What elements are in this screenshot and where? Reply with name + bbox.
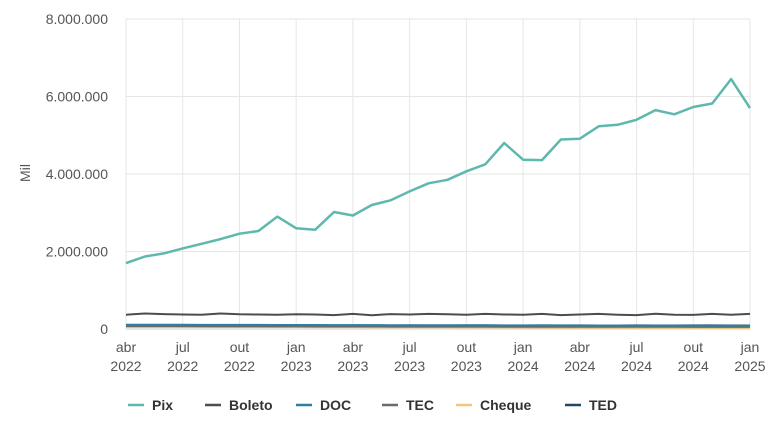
series-lines: [125, 77, 752, 329]
x-tick-label-month: abr: [343, 339, 364, 355]
x-tick-label-month: jan: [740, 339, 760, 355]
x-tick-label-month: out: [457, 339, 477, 355]
x-tick-label-year: 2023: [394, 358, 425, 374]
legend-item-tec[interactable]: TEC: [382, 397, 434, 413]
series-line-boleto: [125, 312, 751, 317]
y-tick-label: 2.000.000: [46, 244, 108, 260]
legend-label: DOC: [320, 397, 351, 413]
x-tick-label-month: jul: [402, 339, 417, 355]
x-tick-label-month: jan: [286, 339, 306, 355]
legend-label: Pix: [152, 397, 173, 413]
legend-label: Boleto: [229, 397, 273, 413]
x-tick-label-year: 2024: [508, 358, 539, 374]
legend-label: TEC: [406, 397, 434, 413]
x-tick-label-year: 2022: [167, 358, 198, 374]
series-line-pix: [125, 77, 752, 265]
x-tick-label-month: abr: [570, 339, 591, 355]
y-tick-label: 8.000.000: [46, 11, 108, 27]
y-tick-label: 4.000.000: [46, 166, 108, 182]
x-tick-label-year: 2022: [110, 358, 141, 374]
legend-label: TED: [589, 397, 617, 413]
x-tick-label-month: jan: [513, 339, 533, 355]
x-tick-label-month: jul: [175, 339, 190, 355]
x-tick-label-month: jul: [629, 339, 644, 355]
x-tick-label-year: 2023: [451, 358, 482, 374]
y-axis-title: Mil: [17, 164, 33, 182]
x-tick-label-year: 2023: [337, 358, 368, 374]
x-tick-label-year: 2025: [734, 358, 765, 374]
legend-item-cheque[interactable]: Cheque: [456, 397, 532, 413]
legend: Pix Boleto DOC TEC Cheque TED: [128, 397, 617, 413]
axes: Mil 0 2.000.000 4.000.000 6.000.000 8.000.00…: [17, 11, 766, 374]
x-tick-label-year: 2024: [564, 358, 595, 374]
legend-item-ted[interactable]: TED: [565, 397, 617, 413]
x-tick-label-month: abr: [116, 339, 137, 355]
y-tick-label: 0: [100, 321, 108, 337]
legend-label: Cheque: [480, 397, 532, 413]
y-tick-label: 6.000.000: [46, 89, 108, 105]
grid: [125, 18, 751, 330]
x-tick-label-month: out: [684, 339, 704, 355]
x-tick-label-year: 2024: [621, 358, 652, 374]
x-tick-label-month: out: [230, 339, 250, 355]
x-tick-label-year: 2024: [678, 358, 709, 374]
x-tick-label-year: 2022: [224, 358, 255, 374]
x-tick-label-year: 2023: [281, 358, 312, 374]
series-line-doc: [126, 323, 750, 327]
legend-item-boleto[interactable]: Boleto: [205, 397, 273, 413]
series-line-tec: [126, 325, 750, 328]
legend-item-pix[interactable]: Pix: [128, 397, 173, 413]
legend-item-doc[interactable]: DOC: [296, 397, 351, 413]
